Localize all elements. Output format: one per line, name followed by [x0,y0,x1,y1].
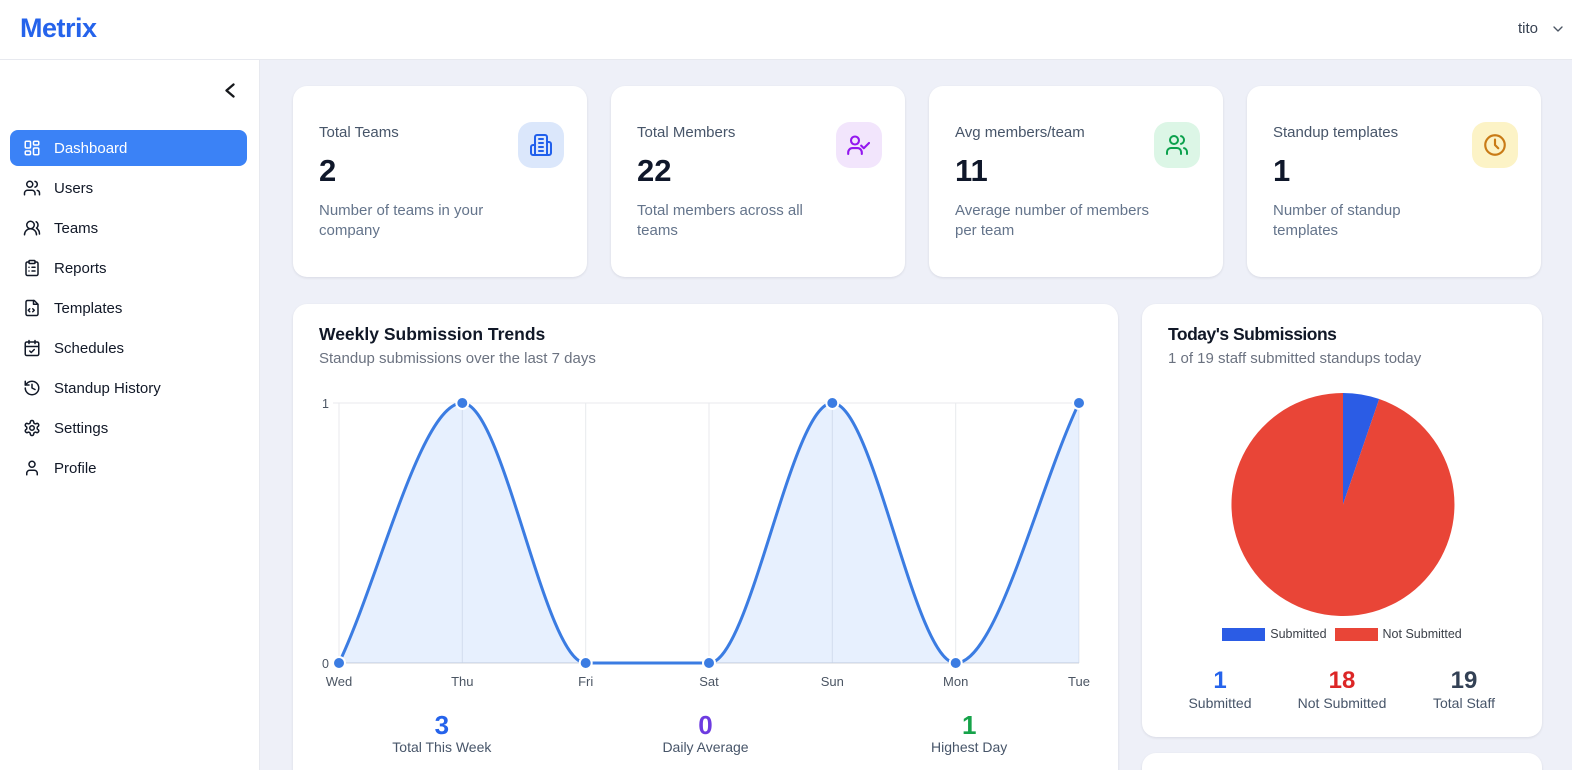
svg-text:Fri: Fri [578,674,593,689]
svg-text:0: 0 [322,657,329,671]
svg-text:1: 1 [322,397,329,411]
svg-text:Thu: Thu [451,674,473,689]
svg-text:Wed: Wed [326,674,353,689]
svg-text:Sun: Sun [821,674,844,689]
svg-text:Mon: Mon [943,674,968,689]
svg-text:Tue: Tue [1068,674,1090,689]
svg-text:Sat: Sat [699,674,719,689]
